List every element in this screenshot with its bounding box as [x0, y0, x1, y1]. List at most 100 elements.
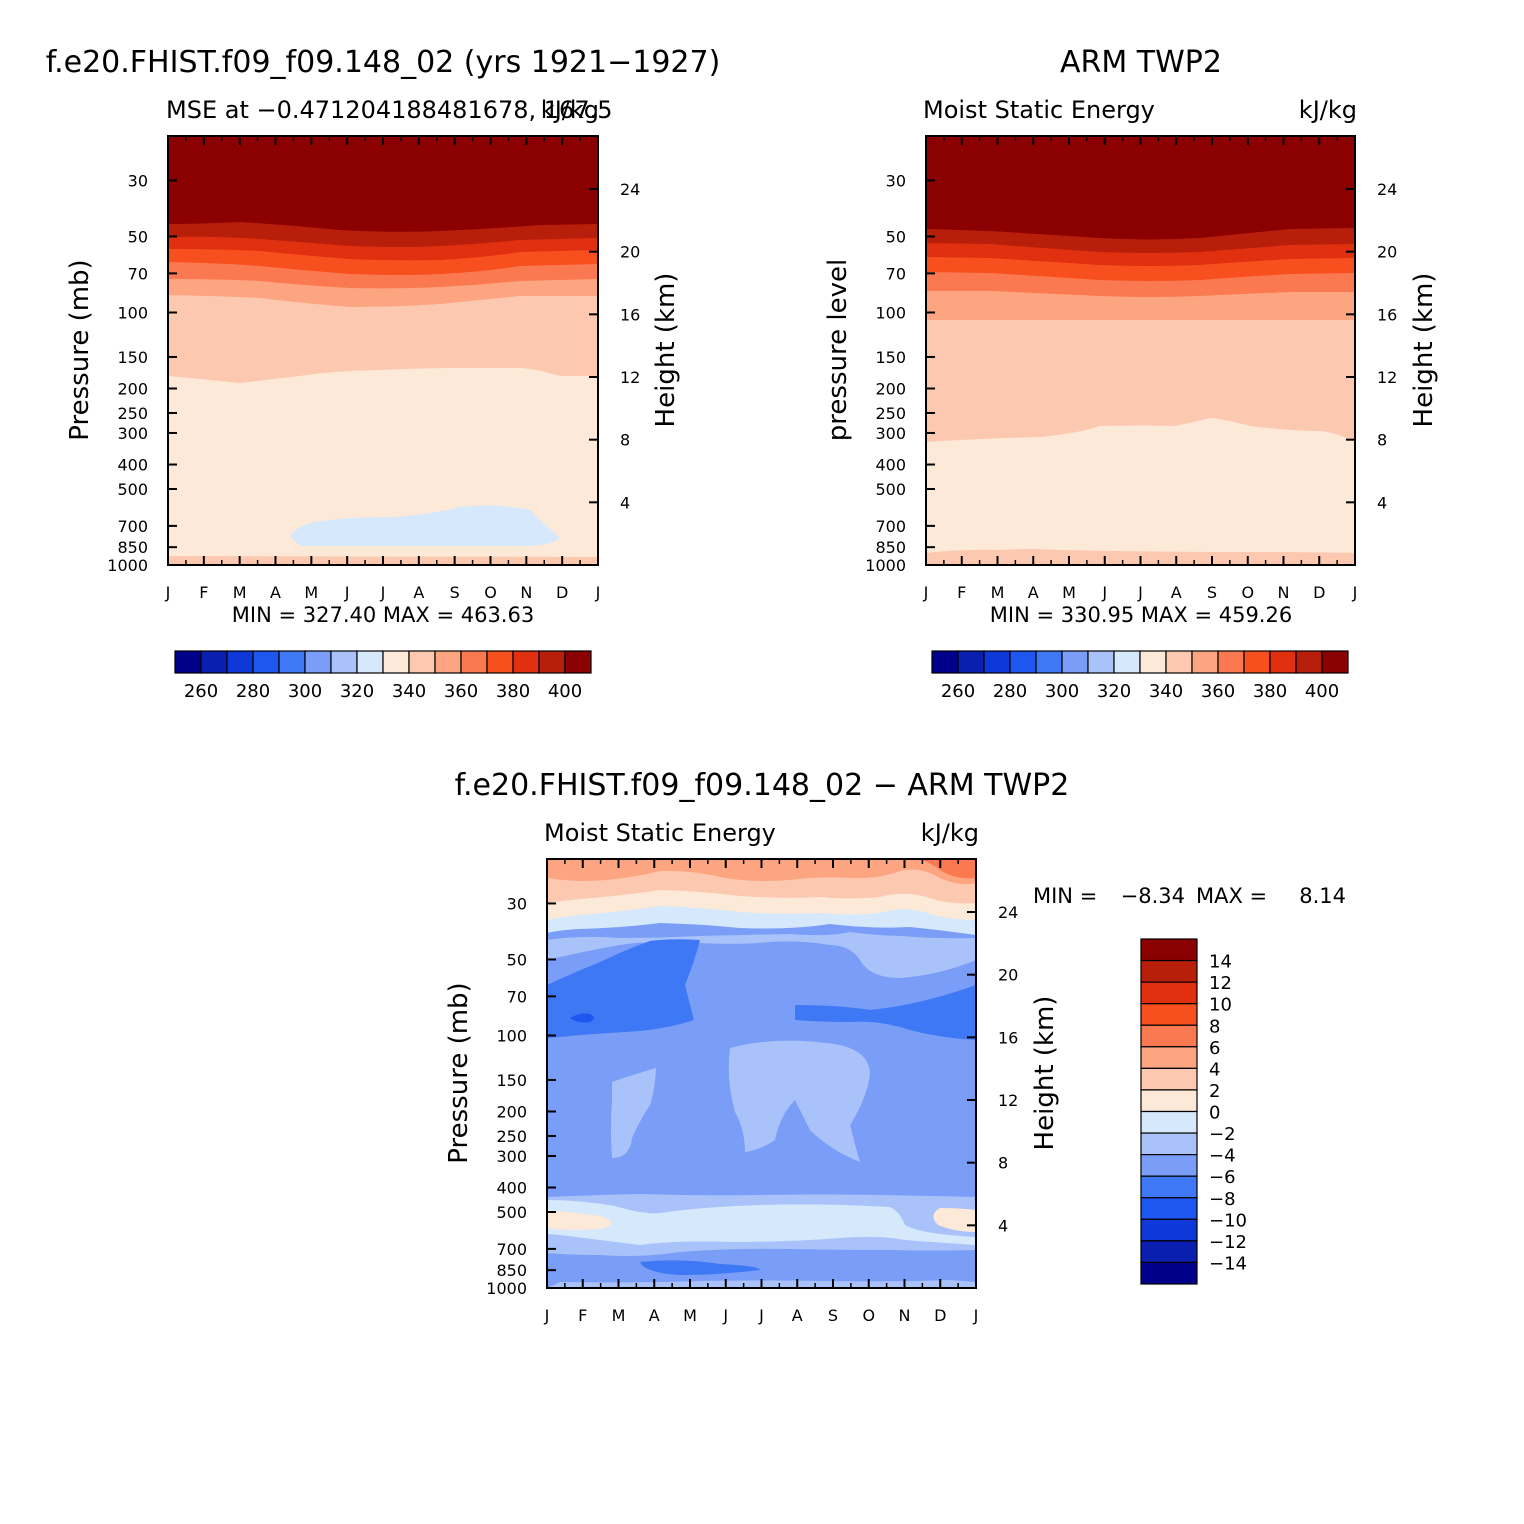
colorbar-label: 280	[236, 681, 270, 702]
panel-diff-min-value: −8.34	[1121, 884, 1185, 908]
p-tick-label: 200	[875, 380, 906, 399]
model-fill-gt400	[168, 136, 598, 232]
p-tick-label: 200	[496, 1103, 527, 1122]
colorbar-label: 6	[1209, 1038, 1220, 1059]
x-tick-label: M	[304, 583, 318, 602]
p-tick-label: 850	[875, 538, 906, 557]
x-tick-label: N	[1278, 583, 1290, 602]
panel-model-ylabel: Pressure (mb)	[65, 259, 95, 440]
colorbar-swatch	[1140, 1024, 1198, 1048]
colorbar-label: 260	[941, 681, 975, 702]
p-tick-label: 500	[117, 480, 148, 499]
colorbar-swatch	[1140, 1089, 1198, 1113]
x-tick-label: N	[899, 1306, 911, 1325]
x-tick-label: J	[380, 583, 386, 602]
panel-model-minmax: MIN = 327.40 MAX = 463.63	[232, 603, 534, 627]
colorbar-swatch	[200, 650, 228, 674]
z-tick-label: 8	[1377, 431, 1387, 450]
colorbar-swatch	[304, 650, 332, 674]
x-tick-label: F	[199, 583, 208, 602]
z-tick-label: 24	[620, 180, 640, 199]
colorbar-label: 380	[1253, 681, 1287, 702]
z-tick-label: 16	[998, 1028, 1018, 1047]
p-tick-label: 100	[117, 303, 148, 322]
x-tick-label: A	[1028, 583, 1039, 602]
colorbar-swatch	[278, 650, 306, 674]
colorbar-swatch	[1140, 1175, 1198, 1199]
p-tick-label: 70	[128, 264, 148, 283]
colorbar-label: −10	[1209, 1210, 1247, 1231]
panel-model-ylabel-right: Height (km)	[651, 273, 681, 428]
colorbar-label: 300	[288, 681, 322, 702]
colorbar-swatch	[330, 650, 358, 674]
x-tick-label: M	[612, 1306, 626, 1325]
colorbar-swatch	[1140, 1261, 1198, 1285]
p-tick-label: 250	[117, 404, 148, 423]
colorbar-swatch	[1140, 1132, 1198, 1156]
colorbar-swatch	[957, 650, 985, 674]
colorbar-swatch	[983, 650, 1011, 674]
z-tick-label: 8	[998, 1154, 1008, 1173]
x-tick-label: J	[923, 583, 929, 602]
panel-diff-min-label: MIN =	[1033, 884, 1097, 908]
colorbar-swatch	[434, 650, 462, 674]
z-tick-label: 4	[998, 1216, 1008, 1235]
x-tick-label: J	[165, 583, 171, 602]
p-tick-label: 400	[496, 1179, 527, 1198]
x-tick-label: M	[683, 1306, 697, 1325]
x-tick-label: M	[233, 583, 247, 602]
colorbar-swatch	[174, 650, 202, 674]
p-tick-label: 500	[875, 480, 906, 499]
x-tick-label: J	[722, 1306, 728, 1325]
colorbar-swatch	[1243, 650, 1271, 674]
colorbar-swatch	[1140, 981, 1198, 1005]
colorbar-swatch	[1295, 650, 1323, 674]
x-tick-label: J	[1137, 583, 1143, 602]
colorbar-label: −14	[1209, 1253, 1247, 1274]
colorbar-swatch	[486, 650, 514, 674]
diff-fill-neg6-8	[547, 939, 700, 1038]
colorbar-swatch	[1009, 650, 1037, 674]
x-tick-label: O	[1241, 583, 1254, 602]
p-tick-label: 1000	[486, 1279, 527, 1298]
x-tick-label: J	[1101, 583, 1107, 602]
p-tick-label: 70	[886, 264, 906, 283]
p-tick-label: 30	[507, 894, 527, 913]
colorbar-swatch	[1087, 650, 1115, 674]
panel-obs-subtitle-left: Moist Static Energy	[923, 96, 1155, 124]
x-tick-label: F	[957, 583, 966, 602]
colorbar-label: 280	[993, 681, 1027, 702]
colorbar-label: −6	[1209, 1167, 1236, 1188]
z-tick-label: 4	[620, 493, 630, 512]
diff-fill-neg2-4-mid	[728, 1040, 870, 1162]
colorbar-swatch	[1113, 650, 1141, 674]
panel-obs: ARM TWP2 Moist Static Energy kJ/kg 30 50 7…	[823, 45, 1439, 702]
x-tick-label: A	[649, 1306, 660, 1325]
p-tick-label: 50	[128, 227, 148, 246]
x-tick-label: D	[556, 583, 568, 602]
colorbar-label: 360	[444, 681, 478, 702]
panel-diff-subtitle-left: Moist Static Energy	[544, 819, 776, 847]
z-tick-label: 20	[998, 966, 1018, 985]
colorbar-swatch	[1140, 1046, 1198, 1069]
x-tick-label: J	[544, 1306, 550, 1325]
x-tick-label: S	[828, 1306, 838, 1325]
colorbar-label: 380	[496, 681, 530, 702]
x-tick-label: D	[934, 1306, 946, 1325]
panel-diff-max-value: 8.14	[1299, 884, 1346, 908]
p-tick-label: 250	[875, 404, 906, 423]
x-tick-label: S	[450, 583, 460, 602]
colorbar-label: −4	[1209, 1146, 1236, 1167]
p-tick-label: 300	[875, 424, 906, 443]
colorbar-swatch	[1140, 1218, 1198, 1242]
x-tick-label: S	[1207, 583, 1217, 602]
z-tick-label: 20	[620, 243, 640, 262]
panel-diff-title: f.e20.FHIST.f09_f09.148_02 − ARM TWP2	[455, 768, 1070, 803]
colorbar-swatch	[356, 650, 384, 674]
x-tick-label: O	[484, 583, 497, 602]
x-tick-label: J	[595, 583, 601, 602]
diff-fill-warm-left	[547, 1210, 612, 1230]
colorbar-swatch	[1140, 1240, 1198, 1264]
z-tick-label: 12	[998, 1091, 1018, 1110]
